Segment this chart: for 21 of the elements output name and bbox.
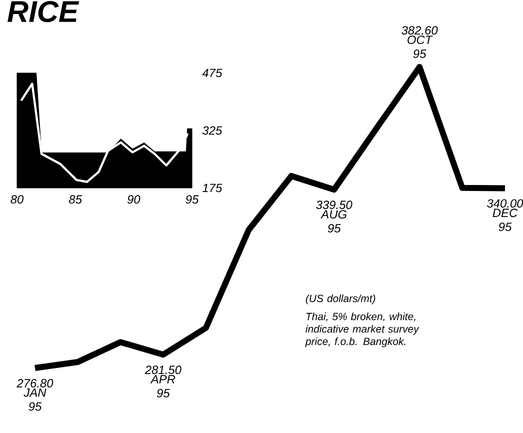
x-tick-label: OCT 95 (408, 36, 433, 58)
y-tick-label: 175 (202, 184, 222, 192)
x-tick-label: APR 95 (150, 375, 176, 398)
annotation: Thai, 5% broken, white, indicative market survey price, f.o.b. Bangkok. (305, 312, 420, 348)
annotation: (US dollars/mt) (306, 294, 376, 304)
x-tick-label: 80 (10, 195, 24, 204)
y-tick-label: 475 (202, 68, 222, 78)
line-series (20, 82, 188, 183)
x-tick-label: 90 (127, 195, 140, 204)
x-tick-label: AUG 95 (320, 210, 347, 232)
data-label: 382.60 (402, 26, 438, 35)
data-label: 339.50 (316, 200, 352, 210)
data-label: 276.80 (16, 379, 54, 388)
x-tick-label: 95 (186, 195, 199, 204)
x-tick-label: DEC 95 (492, 208, 518, 232)
chart-title: RICE (8, 0, 80, 22)
y-tick-label: 325 (202, 126, 222, 135)
data-label: 281.50 (144, 366, 182, 374)
x-tick-label: JAN 95 (24, 388, 46, 411)
data-label: 340.00 (487, 199, 523, 208)
x-tick-label: 85 (69, 195, 82, 204)
